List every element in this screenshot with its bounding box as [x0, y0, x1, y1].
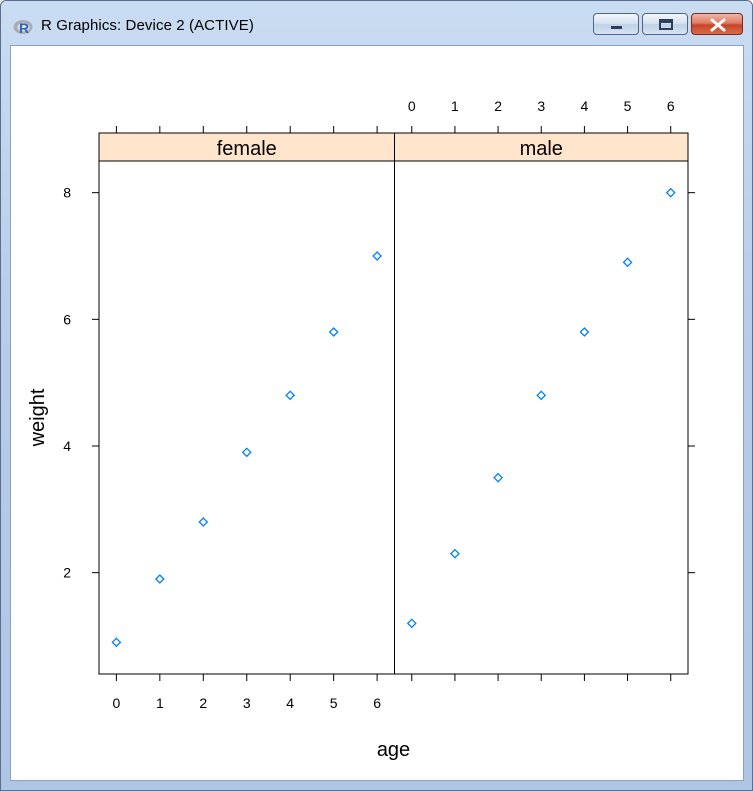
title-bar[interactable]: R R Graphics: Device 2 (ACTIVE)	[1, 1, 752, 43]
panel-male	[394, 160, 689, 675]
x-tick-label-top: 4	[581, 98, 589, 114]
x-tick-label-bottom: 6	[373, 695, 381, 711]
x-tick-label-bottom: 2	[199, 695, 207, 711]
data-point-male-5	[622, 257, 633, 268]
data-point-female-6	[372, 251, 383, 261]
minimize-icon	[611, 26, 622, 29]
data-point-female-0	[111, 637, 122, 648]
strip-label-male: male	[520, 138, 563, 160]
data-point-male-2	[493, 472, 504, 483]
x-tick-label-bottom: 4	[286, 695, 294, 711]
x-tick-label-bottom: 0	[112, 695, 120, 711]
x-tick-label-top: 2	[494, 98, 502, 114]
data-point-male-6	[665, 187, 676, 198]
data-point-male-1	[450, 548, 460, 559]
r-logo-icon: R	[13, 19, 33, 36]
maximize-button[interactable]	[642, 13, 688, 35]
strip-label-female: female	[217, 138, 277, 160]
data-point-male-3	[536, 390, 547, 401]
minimize-button[interactable]	[593, 13, 639, 35]
data-point-female-4	[285, 390, 296, 401]
data-point-male-4	[579, 327, 590, 337]
y-tick-label: 8	[63, 185, 71, 201]
y-tick-label: 4	[63, 438, 71, 454]
x-tick-label-bottom: 3	[243, 695, 251, 711]
x-tick-label-top: 6	[667, 98, 675, 114]
strip-female	[98, 132, 395, 162]
data-point-female-2	[198, 517, 209, 527]
window-title: R Graphics: Device 2 (ACTIVE)	[41, 17, 254, 34]
svg-text:R: R	[19, 20, 29, 35]
data-point-female-1	[154, 574, 165, 584]
x-axis-label: age	[377, 739, 410, 761]
data-point-female-5	[328, 327, 339, 337]
close-button[interactable]	[691, 13, 743, 35]
panel-female	[98, 160, 395, 675]
graphics-device-area: female male 0 0 1 1 2 2 3 3 4 4 5 5 6 6 2 4 6 8 age weight	[10, 45, 744, 781]
x-tick-label-bottom: 1	[156, 695, 164, 711]
lattice-plot: female male 0 0 1 1 2 2 3 3 4 4 5 5 6 6 2 4 6 8 age weight	[27, 98, 695, 761]
y-tick-label: 6	[63, 311, 71, 327]
y-tick-label: 2	[63, 565, 71, 581]
close-icon	[710, 18, 726, 32]
strip-male	[394, 132, 689, 162]
y-axis-label: weight	[27, 388, 49, 447]
data-point-male-0	[406, 618, 417, 629]
x-tick-label-top: 3	[537, 98, 545, 114]
x-tick-label-top: 5	[624, 98, 632, 114]
maximize-icon	[659, 19, 673, 30]
x-tick-label-bottom: 5	[330, 695, 338, 711]
data-point-female-3	[241, 447, 252, 458]
x-tick-label-top: 0	[408, 98, 416, 114]
x-tick-label-top: 1	[451, 98, 459, 114]
